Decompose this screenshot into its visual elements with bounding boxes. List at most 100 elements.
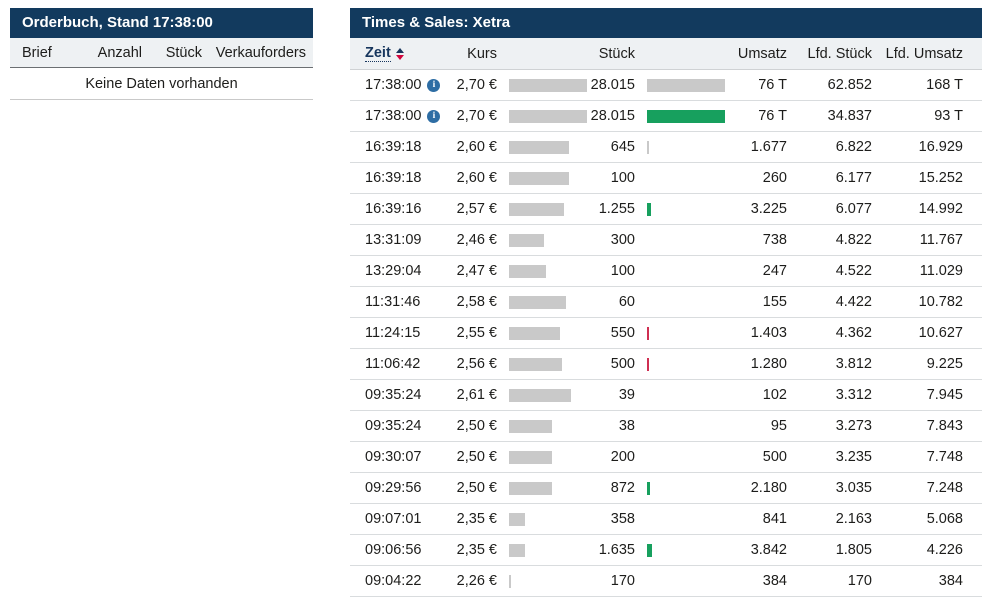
turnover-value: 3.225 bbox=[750, 201, 787, 217]
sort-up-triangle bbox=[395, 47, 404, 53]
price-bar bbox=[509, 140, 569, 154]
info-icon[interactable]: i bbox=[427, 109, 441, 123]
table-row: 16:39:16 2,57 € 1.255 3.225 6.077 14.992 bbox=[350, 194, 982, 225]
volume-value: 28.015 bbox=[590, 108, 635, 124]
price-value: 2,50 € bbox=[456, 449, 497, 465]
orderbook-panel: Orderbuch, Stand 17:38:00 Brief Anzahl S… bbox=[10, 8, 313, 100]
price-bar-cell bbox=[497, 225, 587, 255]
trade-time: 11:31:46 bbox=[365, 294, 421, 310]
times-sales-rows: 17:38:00 i 2,70 €28.015 76 T 62.852 168 T 17:3… bbox=[350, 70, 982, 597]
trade-time: 11:24:15 bbox=[365, 325, 421, 341]
trade-time: 16:39:18 bbox=[365, 139, 422, 155]
running-volume-value: 6.077 bbox=[835, 201, 872, 217]
table-row: 13:29:04 2,47 € 100 247 4.522 11.029 bbox=[350, 256, 982, 287]
volume-bar bbox=[647, 78, 725, 92]
price-bar bbox=[509, 295, 566, 309]
volume-bar-cell bbox=[635, 132, 727, 162]
volume-value: 100 bbox=[610, 263, 635, 279]
running-volume-value: 6.177 bbox=[835, 170, 872, 186]
running-turnover-value: 10.627 bbox=[918, 325, 963, 341]
volume-value: 1.255 bbox=[598, 201, 635, 217]
column-header-zeit-sort-link[interactable]: Zeit bbox=[365, 45, 391, 62]
price-bar-cell bbox=[497, 256, 587, 286]
zeit-cell: 09:35:24 bbox=[365, 387, 443, 403]
running-volume-value: 4.522 bbox=[835, 263, 872, 279]
turnover-value: 1.677 bbox=[750, 139, 787, 155]
volume-bar bbox=[647, 140, 649, 154]
trade-time: 13:29:04 bbox=[365, 263, 422, 279]
price-bar bbox=[509, 543, 525, 557]
volume-value: 200 bbox=[610, 449, 635, 465]
trade-time: 17:38:00 bbox=[365, 77, 422, 93]
volume-value: 38 bbox=[618, 418, 635, 434]
times-sales-panel: Times & Sales: Xetra Zeit Kurs Stück Ums… bbox=[350, 8, 982, 597]
turnover-value: 247 bbox=[762, 263, 787, 279]
running-turnover-value: 10.782 bbox=[918, 294, 963, 310]
running-volume-value: 4.822 bbox=[835, 232, 872, 248]
zeit-cell: 11:31:46 bbox=[365, 294, 443, 310]
volume-value: 60 bbox=[618, 294, 635, 310]
running-volume-value: 2.163 bbox=[835, 511, 872, 527]
sort-asc-desc-icon[interactable] bbox=[395, 47, 404, 60]
running-turnover-value: 15.252 bbox=[918, 170, 963, 186]
turnover-value: 76 T bbox=[758, 77, 787, 93]
turnover-value: 102 bbox=[762, 387, 787, 403]
turnover-value: 500 bbox=[762, 449, 787, 465]
price-bar bbox=[509, 171, 569, 185]
volume-bar-cell bbox=[635, 380, 727, 410]
table-row: 11:06:42 2,56 € 500 1.280 3.812 9.225 bbox=[350, 349, 982, 380]
price-bar-cell bbox=[497, 132, 587, 162]
price-value: 2,70 € bbox=[456, 108, 497, 124]
volume-bar-cell bbox=[635, 473, 727, 503]
price-value: 2,46 € bbox=[456, 232, 497, 248]
price-bar-cell bbox=[497, 287, 587, 317]
running-volume-value: 3.812 bbox=[835, 356, 872, 372]
volume-value: 300 bbox=[610, 232, 635, 248]
price-bar-cell bbox=[497, 535, 587, 565]
price-bar bbox=[509, 574, 511, 588]
column-header-brief: Brief bbox=[22, 44, 52, 61]
info-icon[interactable]: i bbox=[427, 78, 441, 92]
price-bar bbox=[509, 357, 562, 371]
running-volume-value: 3.312 bbox=[835, 387, 872, 403]
volume-bar-cell bbox=[635, 442, 727, 472]
price-value: 2,50 € bbox=[456, 418, 497, 434]
column-header-stueck: Stück bbox=[598, 45, 635, 62]
price-bar-cell bbox=[497, 318, 587, 348]
price-bar-cell bbox=[497, 566, 587, 596]
running-turnover-value: 7.248 bbox=[926, 480, 963, 496]
trade-time: 13:31:09 bbox=[365, 232, 422, 248]
zeit-cell: 17:38:00 i bbox=[365, 108, 443, 124]
running-turnover-value: 7.748 bbox=[926, 449, 963, 465]
running-turnover-value: 384 bbox=[938, 573, 963, 589]
running-turnover-value: 168 T bbox=[926, 77, 963, 93]
zeit-cell: 16:39:18 bbox=[365, 170, 443, 186]
trade-time: 09:29:56 bbox=[365, 480, 422, 496]
column-header-anzahl: Anzahl bbox=[97, 44, 142, 61]
turnover-value: 1.403 bbox=[750, 325, 787, 341]
turnover-value: 155 bbox=[762, 294, 787, 310]
price-bar bbox=[509, 481, 552, 495]
running-turnover-value: 16.929 bbox=[918, 139, 963, 155]
volume-value: 170 bbox=[610, 573, 635, 589]
volume-bar-cell bbox=[635, 566, 727, 596]
volume-bar-cell bbox=[635, 349, 727, 379]
price-bar bbox=[509, 326, 560, 340]
volume-value: 645 bbox=[610, 139, 635, 155]
volume-bar bbox=[647, 357, 649, 371]
running-turnover-value: 11.029 bbox=[919, 263, 963, 279]
price-bar-cell bbox=[497, 194, 587, 224]
trade-time: 16:39:18 bbox=[365, 170, 422, 186]
zeit-cell: 11:06:42 bbox=[365, 356, 443, 372]
running-volume-value: 4.422 bbox=[835, 294, 872, 310]
price-bar bbox=[509, 109, 587, 123]
volume-bar bbox=[647, 543, 652, 557]
turnover-value: 260 bbox=[762, 170, 787, 186]
running-turnover-value: 11.767 bbox=[919, 232, 963, 248]
trade-time: 09:35:24 bbox=[365, 387, 422, 403]
price-bar-cell bbox=[497, 70, 587, 100]
volume-bar-cell bbox=[635, 504, 727, 534]
table-row: 16:39:18 2,60 € 100 260 6.177 15.252 bbox=[350, 163, 982, 194]
volume-value: 872 bbox=[610, 480, 635, 496]
price-value: 2,60 € bbox=[456, 170, 497, 186]
